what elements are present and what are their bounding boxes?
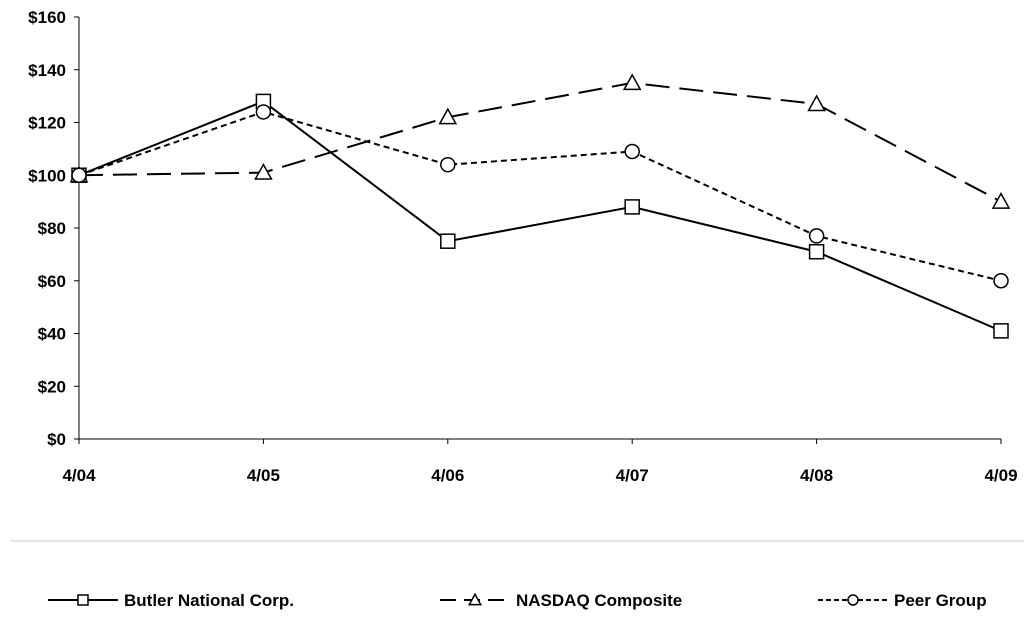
y-tick-label: $60 [38, 272, 66, 291]
x-tick-label: 4/07 [616, 466, 649, 485]
y-tick-label: $40 [38, 325, 66, 344]
x-tick-label: 4/04 [62, 466, 96, 485]
data-point-butler-national-corp [808, 243, 825, 260]
legend-marker [847, 594, 859, 606]
data-point-peer-group [993, 273, 1009, 289]
data-point-butler-national-corp [993, 323, 1009, 339]
y-tick-label: $0 [47, 430, 66, 449]
data-point-peer-group [440, 156, 456, 173]
y-tick-label: $140 [28, 61, 66, 80]
legend-item-nasdaq-composite: NASDAQ Composite [440, 591, 682, 610]
data-point-peer-group [71, 167, 87, 183]
data-point-butler-national-corp [624, 199, 640, 215]
data-point-butler-national-corp [440, 233, 456, 249]
data-point-nasdaq-composite [438, 107, 458, 125]
data-point-nasdaq-composite [991, 192, 1011, 209]
series-line-nasdaq-composite [78, 81, 1002, 203]
series-line-peer-group [78, 110, 1002, 282]
legend-marker [77, 594, 89, 606]
data-point-nasdaq-composite [807, 94, 826, 112]
legend-item-peer-group: Peer Group [818, 591, 987, 610]
data-point-nasdaq-composite [622, 73, 642, 91]
y-axis-ticks: $0 $20 $40 $60 $80 $100 $120 $140 $160 [28, 8, 79, 449]
data-point-peer-group [808, 228, 825, 244]
x-tick-label: 4/05 [247, 466, 280, 485]
data-point-nasdaq-composite [254, 163, 273, 180]
series-lines [69, 73, 1011, 339]
legend-label: Butler National Corp. [124, 591, 294, 610]
legend-label: Peer Group [894, 591, 987, 610]
x-tick-label: 4/08 [800, 466, 833, 485]
legend-label: NASDAQ Composite [516, 591, 682, 610]
y-tick-label: $120 [28, 114, 66, 133]
y-tick-label: $20 [38, 377, 66, 396]
legend: Butler National Corp. NASDAQ Composite Pee… [48, 591, 987, 610]
x-axis-ticks: 4/04 4/05 4/06 4/07 4/08 4/09 [62, 439, 1018, 485]
legend-item-butler-national-corp: Butler National Corp. [48, 591, 294, 610]
series-line-butler-national-corp [78, 100, 1002, 332]
x-tick-label: 4/09 [984, 466, 1017, 485]
data-point-peer-group [624, 143, 640, 160]
y-tick-label: $80 [38, 219, 66, 238]
y-tick-label: $100 [28, 166, 66, 185]
legend-marker [467, 592, 483, 606]
data-point-peer-group [255, 104, 272, 120]
y-tick-label: $160 [28, 8, 66, 27]
x-tick-label: 4/06 [431, 466, 464, 485]
axes [78, 17, 1001, 440]
